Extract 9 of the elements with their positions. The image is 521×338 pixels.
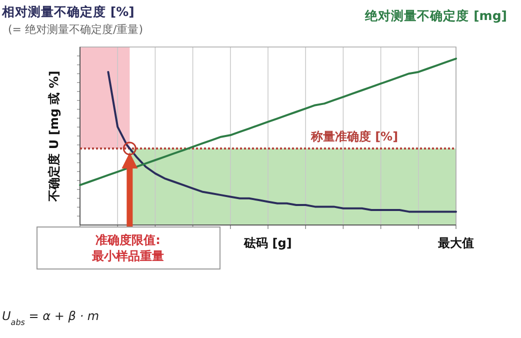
text: (= 绝对测量不确定度/重量) [8,23,144,36]
text: 准确度限值: 最小样品重量 [91,233,164,263]
y-axis-title: 不确定度 U [mg 或 %] [47,70,61,202]
ref-line-label: 称量准确度 [%] [310,129,398,144]
text: 最大值 [437,236,474,250]
text: 相对测量不确定度 [%] [1,4,134,19]
text: U$_{abs}$ = α + β · m [2,309,100,326]
text: 绝对测量不确定度 [mg] [364,8,507,23]
x-axis-title: 砝码 [g] [243,236,292,250]
